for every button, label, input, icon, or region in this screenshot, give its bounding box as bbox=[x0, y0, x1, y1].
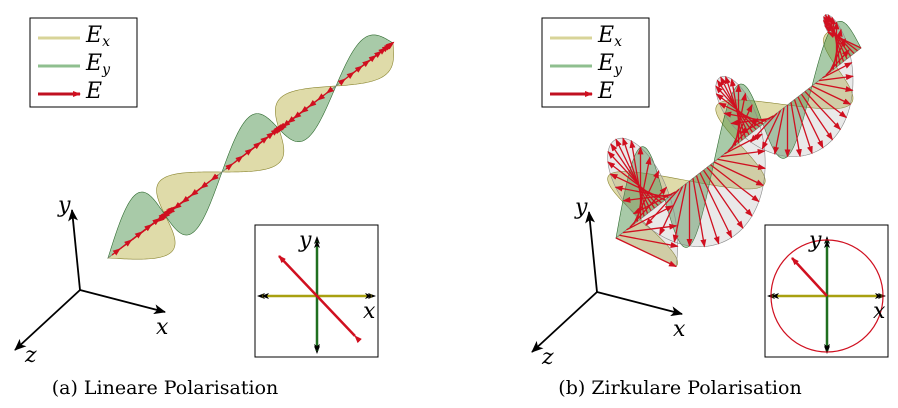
e-arrow bbox=[739, 115, 774, 134]
e-arrow bbox=[607, 150, 659, 206]
label-subscript: x bbox=[614, 34, 622, 50]
inset-e bbox=[791, 257, 828, 297]
e-arrow bbox=[692, 178, 707, 248]
label: Ey bbox=[85, 51, 111, 78]
e-arrow bbox=[615, 138, 652, 212]
e-arrow bbox=[622, 137, 649, 214]
e-arrow bbox=[632, 191, 676, 215]
wave bbox=[607, 13, 862, 268]
e-arrow bbox=[793, 99, 813, 155]
label-main: E bbox=[597, 79, 614, 104]
e-arrow bbox=[615, 237, 677, 268]
e-arrow bbox=[609, 173, 666, 201]
axis-label-z: z bbox=[541, 345, 554, 370]
e-arrow bbox=[619, 234, 679, 248]
inset-label-y: y bbox=[808, 228, 822, 253]
legend-box bbox=[29, 17, 138, 108]
label-main: E bbox=[85, 51, 102, 76]
legend-box bbox=[541, 17, 650, 108]
e-arrow bbox=[827, 31, 862, 49]
e-arrow bbox=[326, 86, 335, 94]
e-arrow bbox=[659, 186, 684, 236]
e-arrow bbox=[210, 173, 219, 181]
e-arrow bbox=[730, 117, 771, 126]
axis-label-y: y bbox=[57, 193, 71, 218]
axis-label-x: x bbox=[156, 315, 169, 340]
e-arrow bbox=[713, 161, 765, 186]
e-arrow bbox=[804, 90, 841, 131]
axis-z bbox=[14, 289, 81, 351]
inset-label-y: y bbox=[298, 228, 312, 253]
axis-x bbox=[79, 289, 166, 315]
axis-x bbox=[596, 291, 683, 317]
label-subscript: y bbox=[101, 62, 111, 78]
e-arrow bbox=[749, 112, 778, 143]
caption: (b) Zirkulare Polarisation bbox=[558, 377, 801, 399]
e-arrow bbox=[695, 175, 720, 245]
e-arrow bbox=[706, 166, 753, 217]
label-subscript: y bbox=[613, 62, 623, 78]
e-arrow bbox=[790, 102, 802, 158]
axis-label-z: z bbox=[24, 343, 37, 368]
label-main: E bbox=[597, 23, 614, 48]
label-main: E bbox=[85, 23, 102, 48]
e-arrow bbox=[830, 16, 841, 65]
e-arrow bbox=[629, 139, 645, 217]
e-arrow bbox=[717, 158, 767, 170]
e-arrow bbox=[811, 85, 852, 105]
e-arrow bbox=[607, 161, 662, 204]
label: E bbox=[85, 79, 102, 104]
e-arrow bbox=[626, 205, 674, 231]
inset-label-x: x bbox=[363, 299, 376, 324]
label: Ex bbox=[597, 23, 622, 50]
label: Ey bbox=[597, 51, 623, 78]
e-arrow bbox=[818, 74, 854, 82]
e-arrow bbox=[645, 188, 680, 227]
label-main: E bbox=[85, 79, 102, 104]
label-subscript: x bbox=[102, 34, 110, 50]
e-arrow bbox=[815, 82, 854, 92]
e-arrow bbox=[384, 41, 395, 50]
e-arrow bbox=[702, 169, 744, 229]
axis-z bbox=[531, 291, 598, 353]
e-arrow bbox=[808, 88, 848, 119]
e-arrow bbox=[761, 110, 782, 150]
axis-y bbox=[68, 209, 81, 291]
caption: (a) Lineare Polarisation bbox=[52, 377, 279, 399]
label: Ex bbox=[85, 23, 110, 50]
e-arrow bbox=[699, 172, 733, 239]
axis-label-y: y bbox=[574, 195, 588, 220]
e-arrow bbox=[629, 186, 668, 228]
e-arrow bbox=[797, 96, 824, 149]
inset-e bbox=[278, 255, 362, 344]
e-arrow bbox=[822, 62, 853, 79]
e-arrow bbox=[773, 107, 785, 155]
e-arrow bbox=[672, 183, 687, 243]
axis-label-x: x bbox=[673, 317, 686, 342]
label: E bbox=[597, 79, 614, 104]
axis-y bbox=[585, 211, 598, 293]
e-arrow bbox=[622, 193, 673, 203]
e-arrow bbox=[827, 14, 845, 62]
label-main: E bbox=[597, 51, 614, 76]
e-arrow bbox=[800, 93, 833, 141]
wave bbox=[107, 34, 395, 260]
e-arrow bbox=[720, 148, 766, 158]
e-arrow bbox=[710, 164, 760, 203]
inset-label-x: x bbox=[873, 299, 886, 324]
e-arrow bbox=[622, 223, 678, 234]
